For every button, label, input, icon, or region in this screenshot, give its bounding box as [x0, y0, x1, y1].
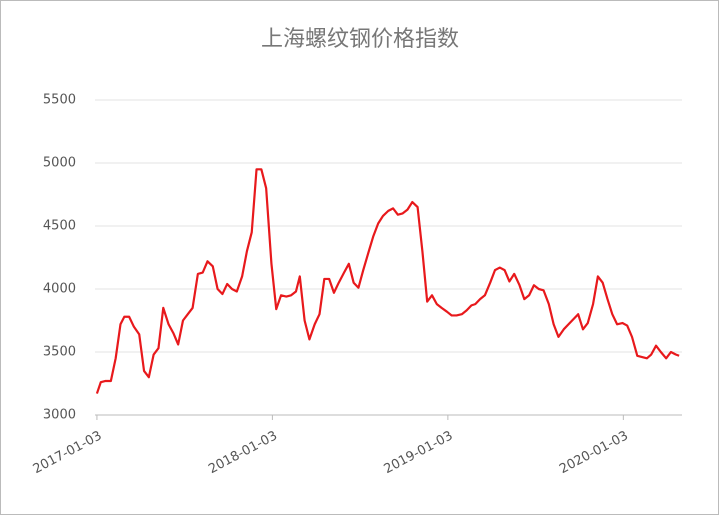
y-tick-label: 3500 [43, 345, 76, 360]
y-tick-label: 5000 [43, 156, 76, 171]
chart-title: 上海螺纹钢价格指数 [261, 27, 459, 52]
y-tick-label: 5500 [43, 93, 76, 108]
line-series [95, 168, 680, 394]
y-tick-label: 4500 [43, 219, 76, 234]
y-tick-label: 3000 [43, 408, 76, 423]
y-tick-label: 4000 [43, 282, 76, 297]
